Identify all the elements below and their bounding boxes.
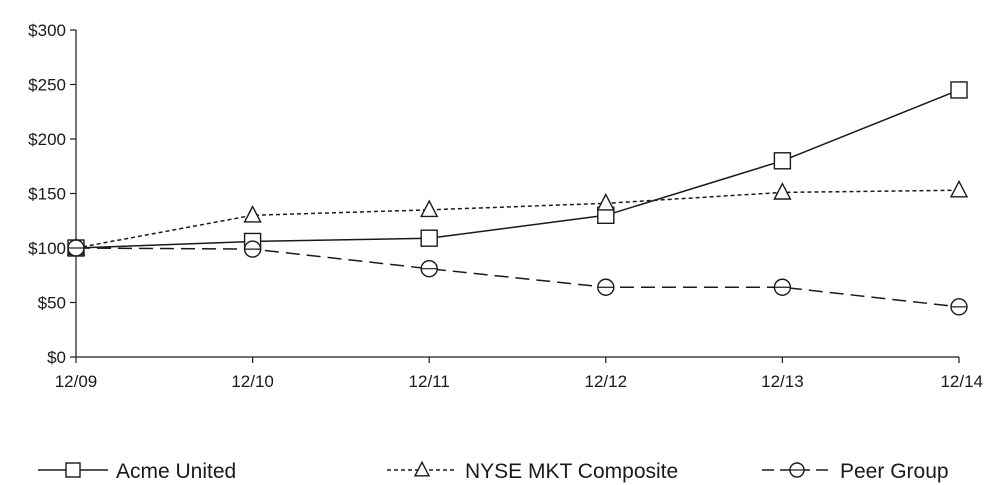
x-tick-label: 12/11 — [409, 372, 450, 391]
data-point — [596, 192, 615, 211]
legend-marker — [413, 460, 431, 477]
series-line — [75, 247, 960, 308]
data-point — [773, 152, 792, 170]
y-tick-label: $0 — [47, 348, 66, 367]
data-point — [420, 199, 439, 218]
legend-label: NYSE MKT Composite — [465, 460, 678, 483]
x-tick-label: 12/10 — [231, 372, 274, 391]
data-point — [949, 179, 969, 198]
y-tick-label: $50 — [38, 294, 66, 313]
data-point — [420, 260, 438, 278]
legend-label: Peer Group — [840, 460, 949, 483]
legend-item: Acme United — [38, 460, 236, 483]
y-tick-label: $150 — [28, 185, 66, 204]
series-layer — [66, 81, 969, 316]
y-axis-ticks: $0 $50 $100 $150 $200 $250 $300 — [28, 21, 76, 367]
x-tick-label: 12/09 — [55, 372, 98, 391]
legend-item: Peer Group — [762, 460, 949, 483]
x-tick-label: 12/14 — [940, 372, 983, 391]
x-tick-label: 12/12 — [585, 372, 628, 391]
series-circle — [67, 239, 968, 316]
x-tick-label: 12/13 — [761, 372, 804, 391]
legend-item: NYSE MKT Composite — [387, 460, 678, 483]
data-point — [597, 278, 615, 296]
series-line — [75, 189, 960, 249]
legend-label: Acme United — [116, 460, 236, 483]
series-line — [75, 89, 960, 249]
data-point — [950, 81, 968, 99]
data-point — [420, 229, 438, 247]
legend-marker — [789, 462, 805, 478]
data-point — [773, 182, 792, 200]
x-axis-ticks: 12/09 12/10 12/11 12/12 12/13 12/14 — [55, 357, 983, 391]
y-tick-label: $100 — [28, 239, 66, 258]
data-point — [950, 298, 968, 316]
data-point — [243, 240, 262, 258]
data-point — [243, 204, 262, 223]
data-point — [773, 278, 792, 296]
y-tick-label: $200 — [28, 130, 66, 149]
data-point — [67, 239, 85, 257]
legend: Acme United NYSE MKT Composite Peer Group — [38, 460, 949, 483]
y-tick-label: $300 — [28, 21, 66, 40]
legend-marker — [65, 462, 81, 478]
y-tick-label: $250 — [28, 76, 66, 95]
series-square — [67, 81, 968, 257]
